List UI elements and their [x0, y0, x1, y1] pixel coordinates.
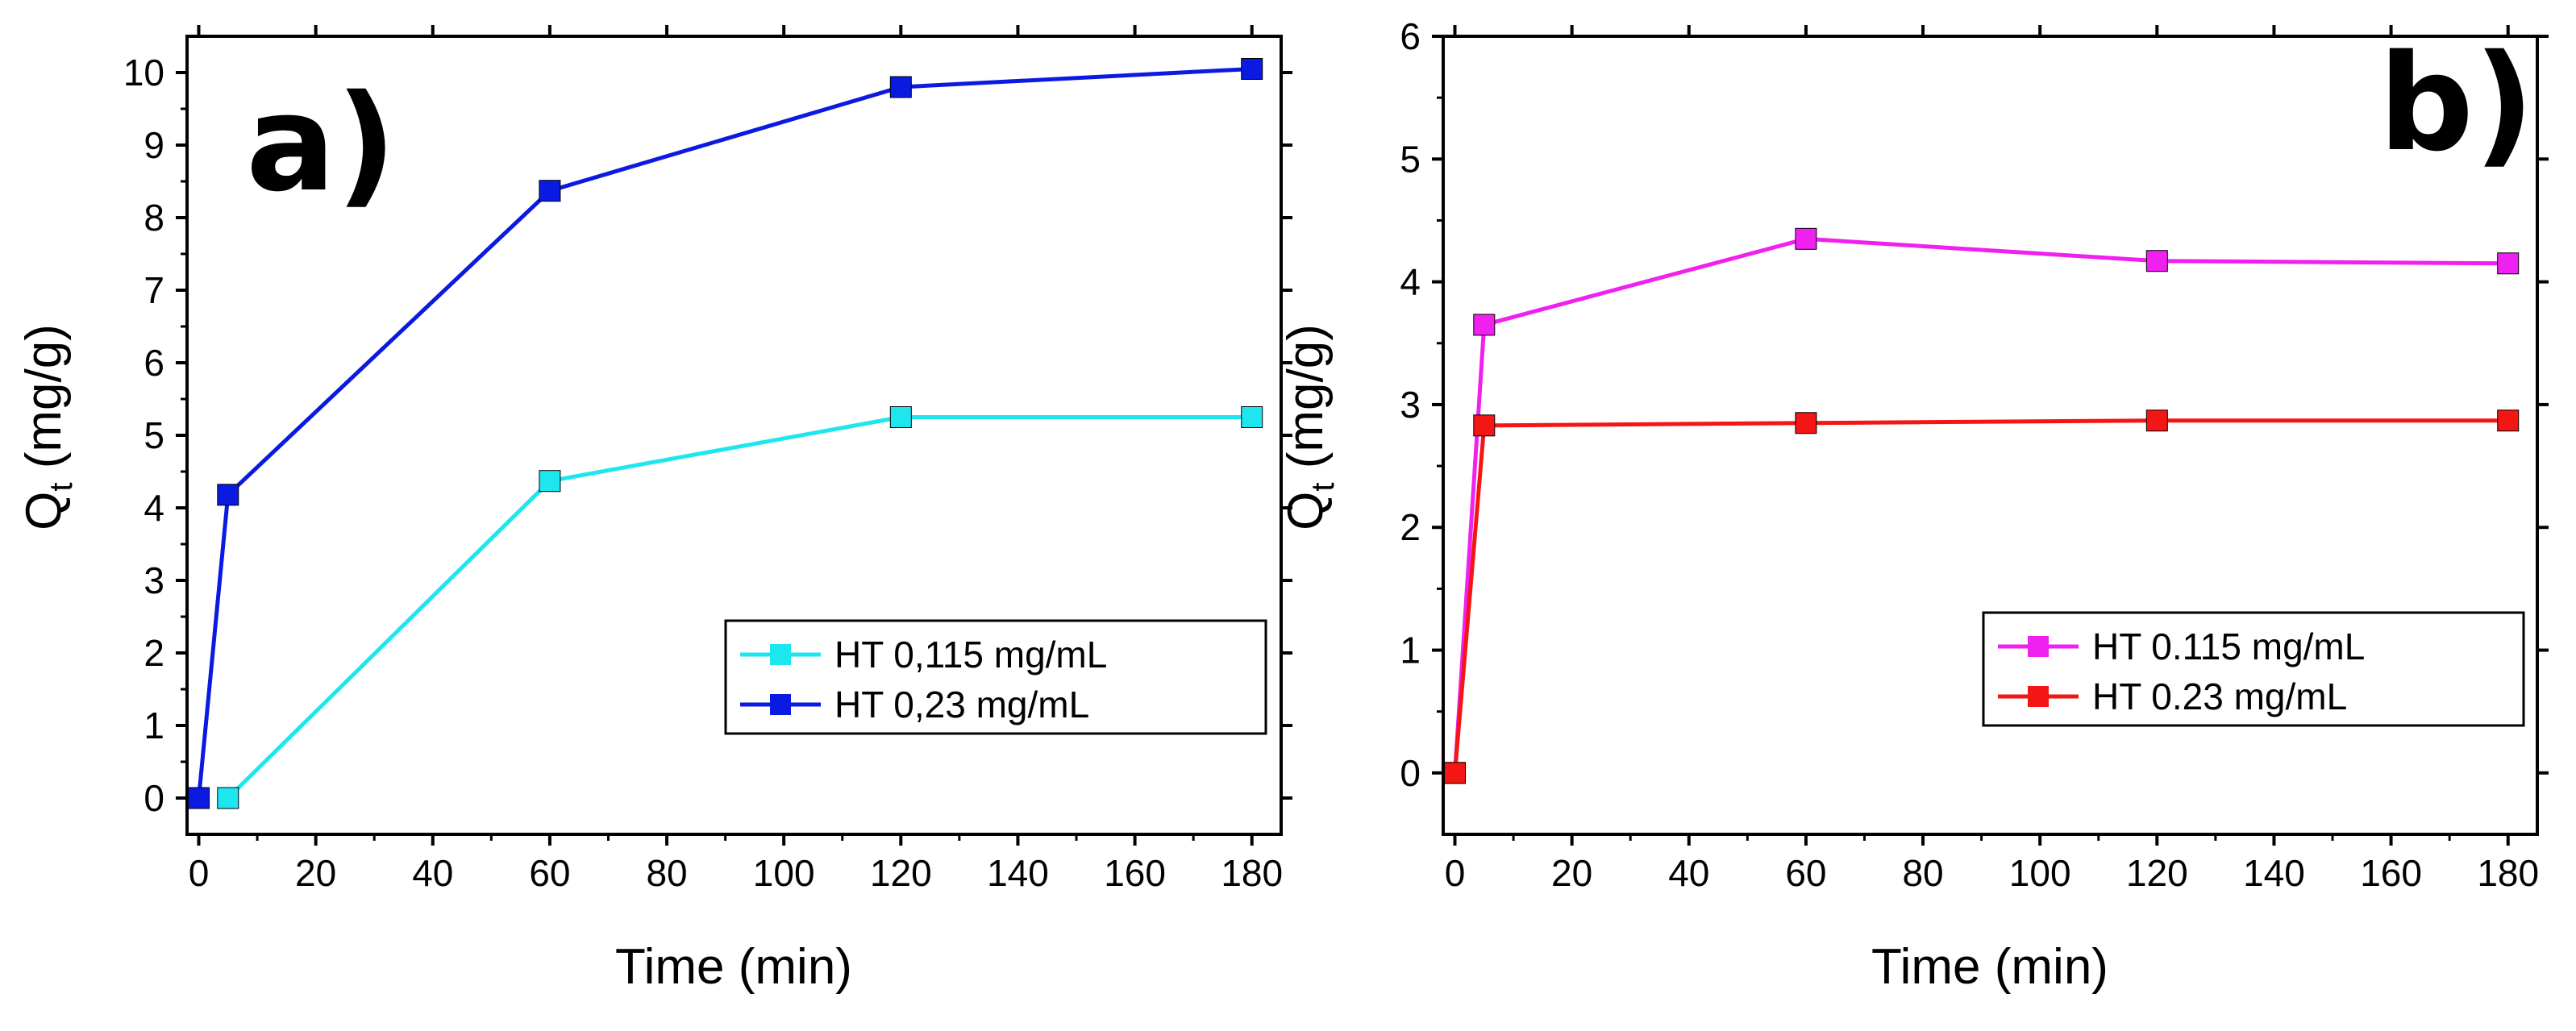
panel-a-series-1-point — [539, 470, 561, 493]
panel-b-label: b) — [2378, 26, 2535, 181]
panel-b-x-tick-label: 100 — [2009, 852, 2071, 894]
panel-b-series-1-point — [2145, 250, 2168, 272]
panel-a-y-tick-label: 3 — [144, 559, 164, 601]
panel-a-series-2-point — [1241, 58, 1263, 80]
panel-a-series-2-point — [217, 484, 239, 506]
panel-b-series-2-point — [1795, 412, 1817, 434]
panel-b-series-1-point — [2497, 252, 2520, 275]
panel-a-legend-marker-1 — [770, 644, 791, 665]
panel-a-legend-label-1: HT 0,115 mg/mL — [834, 634, 1107, 676]
panel-b-x-tick-label: 40 — [1668, 852, 1709, 894]
panel-a-x-tick-label: 160 — [1104, 852, 1166, 894]
panel-a-y-tick-label: 4 — [144, 487, 164, 529]
panel-b-y-axis-symbol: Q — [1278, 492, 1334, 530]
panel-a-legend: HT 0,115 mg/mL HT 0,23 mg/mL — [724, 619, 1267, 735]
panel-b-x-tick-label: 180 — [2477, 852, 2539, 894]
panel-b-y-tick-label: 0 — [1400, 752, 1421, 794]
panel-b-x-tick-label: 60 — [1785, 852, 1826, 894]
panel-b-y-axis-title: Qt (mg/g) — [1278, 324, 1341, 530]
panel-a-series-1-point — [217, 787, 239, 809]
panel-a-y-tick-label: 8 — [144, 197, 164, 239]
panel-a-y-tick-label: 9 — [144, 124, 164, 166]
panel-b-legend-box — [1982, 611, 2525, 727]
panel-b-plot-frame — [1442, 35, 2539, 836]
panel-b-x-tick-label: 120 — [2126, 852, 2188, 894]
panel-a-y-axis-title: Qt (mg/g) — [16, 324, 79, 530]
panel-b-legend-label-2: HT 0.23 mg/mL — [2092, 676, 2347, 717]
panel-b-y-tick-label: 5 — [1400, 138, 1421, 180]
panel-b-x-tick-label: 160 — [2360, 852, 2422, 894]
panel-a-x-tick-label: 20 — [295, 852, 336, 894]
panel-b-y-tick-label: 1 — [1400, 630, 1421, 671]
panel-a-series-2-point — [889, 76, 912, 98]
panel-a-x-axis-title: Time (min) — [615, 939, 852, 995]
panel-b-y-axis-unit: (mg/g) — [1278, 324, 1334, 482]
panel-a-series-2-point — [539, 180, 561, 202]
panel-b-legend-marker-1 — [2028, 636, 2049, 657]
panel-a-series-1-line — [227, 415, 1252, 800]
panel-b-x-axis-title: Time (min) — [1871, 939, 2108, 995]
panel-a-x-tick-label: 0 — [189, 852, 210, 894]
panel-a-series-1-point — [889, 406, 912, 428]
panel-b-y-axis-subscript: t — [1305, 483, 1341, 492]
panel-a-label: a) — [246, 66, 397, 221]
panel-a-y-tick-label: 0 — [144, 777, 164, 819]
panel-b-series-2-point — [1444, 762, 1467, 784]
panel-a-x-tick-label: 120 — [870, 852, 932, 894]
panel-a-y-axis-symbol: Q — [16, 492, 72, 530]
panel-b-y-tick-label: 2 — [1400, 506, 1421, 548]
panel-a-series-2-point — [188, 787, 210, 809]
panel-a-y-tick-label: 10 — [123, 52, 164, 94]
panel-b-series-1-point — [1795, 227, 1817, 250]
panel-b-series-2-point — [2145, 409, 2168, 432]
panel-a-series-1-point — [1241, 406, 1263, 428]
panel-b-legend: HT 0.115 mg/mL HT 0.23 mg/mL — [1982, 611, 2525, 727]
panel-a-y-tick-label: 6 — [144, 342, 164, 384]
panel-a-y-tick-label: 2 — [144, 632, 164, 674]
panel-b-legend-marker-2 — [2028, 686, 2049, 707]
chart-panel-a: a) 0 20 40 60 80 100 120 140 160 180012345678910 … — [16, 25, 1292, 995]
panel-a-legend-box — [724, 619, 1267, 735]
panel-a-x-tick-label: 60 — [529, 852, 570, 894]
panel-a-legend-marker-2 — [770, 694, 791, 715]
panel-b-x-tick-label: 140 — [2243, 852, 2305, 894]
chart-panel-b: b) 0 20 40 60 80 100 120 140 160 180 0 1 2 3 4 5 6 Time … — [1278, 15, 2549, 995]
panel-a-y-tick-label: 5 — [144, 414, 164, 456]
panel-a-y-tick-label: 7 — [144, 269, 164, 311]
panel-a-x-tick-label: 180 — [1221, 852, 1283, 894]
panel-a-legend-label-2: HT 0,23 mg/mL — [834, 684, 1089, 725]
panel-a-y-axis-unit: (mg/g) — [16, 324, 72, 482]
panel-a-x-tick-label: 40 — [412, 852, 453, 894]
panel-b-x-tick-label: 80 — [1902, 852, 1943, 894]
panel-a-x-tick-label: 100 — [753, 852, 815, 894]
panel-b-series-2-point — [1473, 414, 1496, 437]
panel-a-x-tick-label: 140 — [987, 852, 1049, 894]
panel-a-y-axis-subscript: t — [44, 483, 79, 492]
panel-b-legend-label-1: HT 0.115 mg/mL — [2092, 626, 2365, 667]
panel-b-y-tick-label: 3 — [1400, 384, 1421, 426]
panel-b-series-1-point — [1473, 314, 1496, 336]
panel-b-y-tick-label: 6 — [1400, 15, 1421, 57]
panel-a-y-tick-label: 1 — [144, 705, 164, 746]
panel-a-x-tick-label: 80 — [646, 852, 687, 894]
panel-b-x-tick-label: 0 — [1445, 852, 1466, 894]
panel-b-series-2-point — [2497, 409, 2520, 432]
panel-b-y-tick-label: 4 — [1400, 261, 1421, 303]
panel-b-x-tick-label: 20 — [1551, 852, 1592, 894]
